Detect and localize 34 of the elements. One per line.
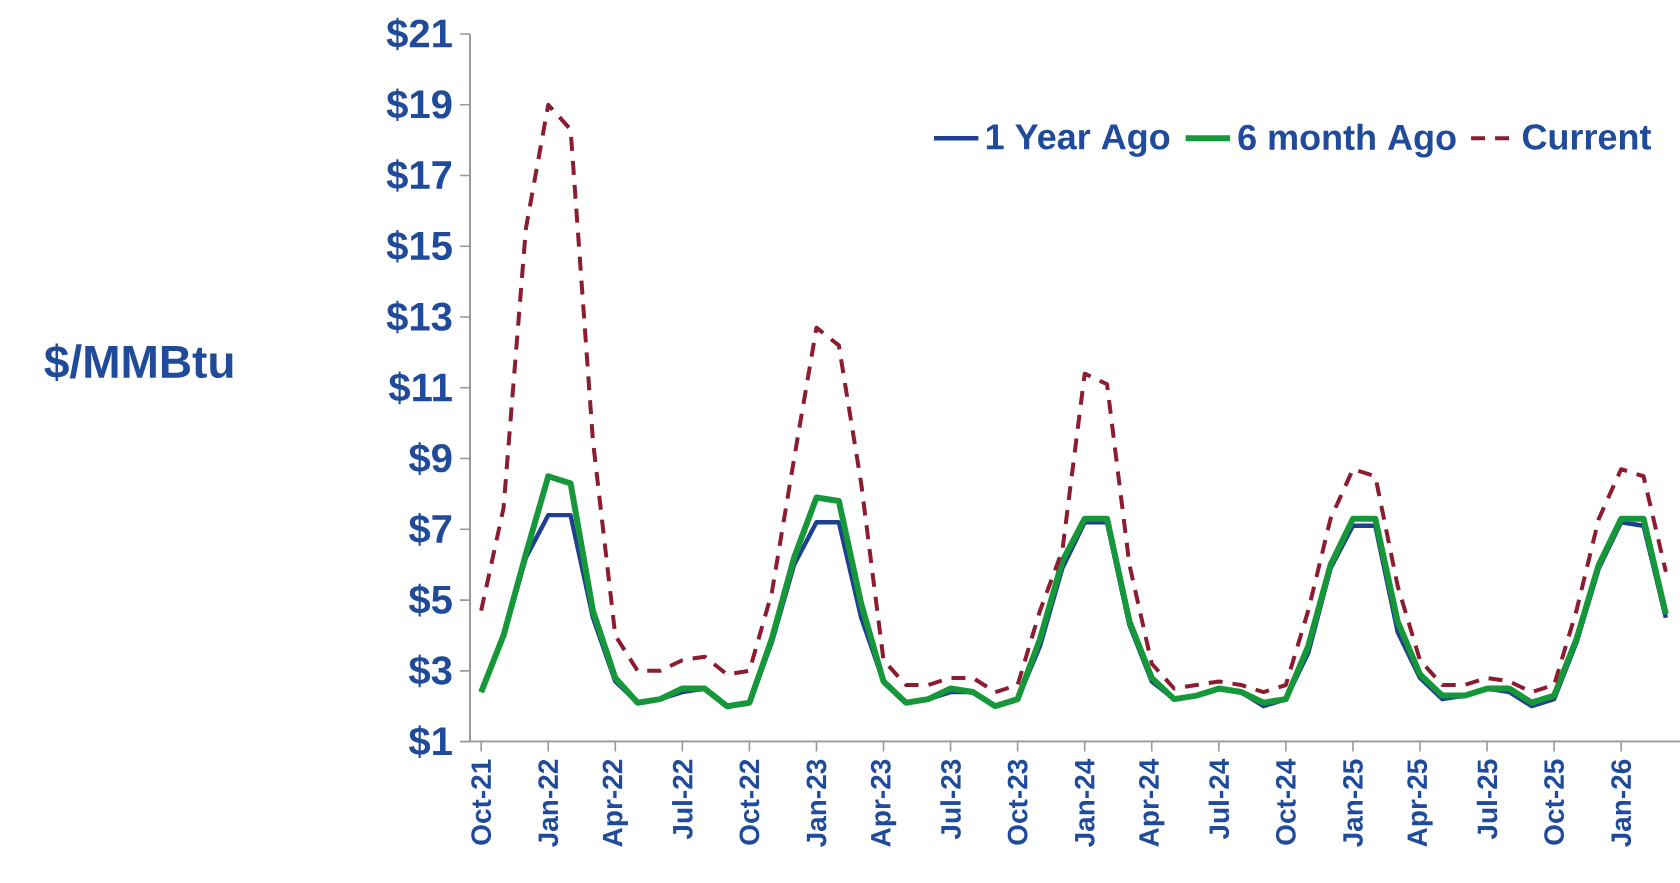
x-tick-label: Apr-23 (870, 759, 897, 847)
y-tick-label: $11 (388, 371, 452, 405)
y-axis-title: $/MMBtu (44, 343, 233, 382)
x-tick-label: Oct-25 (1544, 759, 1565, 845)
x-tick-label: Apr-25 (1407, 759, 1433, 847)
x-tick-label: Jan-23 (806, 759, 827, 847)
x-tick-label: Oct-21 (471, 759, 492, 845)
x-tick-label: Jan-25 (1343, 759, 1363, 847)
x-tick-label: Jul-24 (1208, 758, 1230, 840)
y-tick-label: $5 (408, 583, 452, 617)
x-tick-label: Jan-26 (1611, 759, 1632, 847)
y-tick-label: $13 (386, 300, 452, 334)
legend-label: Current (1522, 124, 1652, 150)
x-tick-label: Oct-22 (739, 759, 760, 845)
y-tick-label: $1 (408, 725, 452, 758)
y-tick-label: $9 (408, 442, 452, 475)
x-tick-label: Jul-23 (940, 759, 961, 840)
y-tick-label: $3 (408, 654, 452, 688)
x-tick-label: Jan-24 (1074, 758, 1095, 847)
x-tick-label: Jul-22 (672, 759, 693, 840)
x-tick-label: Apr-22 (602, 759, 628, 847)
x-tick-label: Oct-23 (1007, 759, 1028, 845)
legend-label: 6 month Ago (1238, 123, 1456, 158)
y-tick-label: $17 (386, 159, 452, 192)
x-tick-label: Oct-24 (1275, 758, 1296, 845)
y-tick-label: $21 (386, 17, 452, 51)
line-series (479, 102, 1668, 695)
y-tick-label: $19 (386, 88, 452, 122)
y-tick-label: $15 (386, 229, 452, 263)
legend-label: 1 Year Ago (986, 124, 1170, 157)
x-tick-label: Jul-25 (1476, 759, 1498, 840)
x-tick-label: Apr-24 (1139, 758, 1165, 847)
x-tick-label: Jan-22 (538, 759, 559, 847)
y-tick-label: $7 (408, 513, 452, 546)
